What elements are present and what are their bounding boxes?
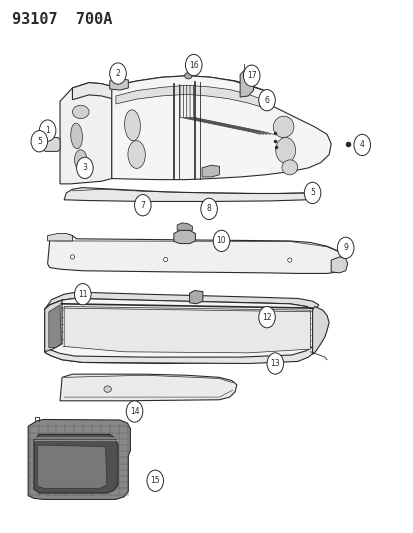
Ellipse shape [275, 138, 295, 163]
Ellipse shape [281, 160, 297, 175]
Text: 7: 7 [140, 201, 145, 209]
Text: 4: 4 [359, 141, 364, 149]
Polygon shape [45, 300, 62, 352]
Polygon shape [189, 290, 202, 304]
Polygon shape [312, 306, 328, 354]
Text: 10: 10 [216, 237, 226, 245]
Circle shape [258, 306, 275, 328]
Ellipse shape [273, 116, 293, 138]
Ellipse shape [72, 106, 89, 119]
Text: 2: 2 [115, 69, 120, 78]
Text: 15: 15 [150, 477, 160, 485]
Text: 8: 8 [206, 205, 211, 213]
Polygon shape [112, 76, 330, 180]
Ellipse shape [287, 258, 291, 262]
Polygon shape [28, 419, 130, 499]
Polygon shape [202, 165, 219, 177]
Circle shape [76, 157, 93, 179]
Text: 3: 3 [82, 164, 87, 172]
Polygon shape [47, 235, 343, 273]
Polygon shape [40, 138, 60, 151]
Ellipse shape [71, 123, 82, 149]
Text: 17: 17 [246, 71, 256, 80]
Polygon shape [116, 85, 259, 107]
Circle shape [39, 120, 56, 141]
Ellipse shape [74, 150, 87, 170]
Text: 93107  700A: 93107 700A [12, 12, 112, 27]
Circle shape [258, 90, 275, 111]
Circle shape [185, 54, 202, 76]
Text: 12: 12 [262, 313, 271, 321]
Polygon shape [60, 374, 236, 401]
Polygon shape [240, 69, 254, 97]
Ellipse shape [70, 255, 74, 259]
Ellipse shape [184, 72, 192, 79]
Circle shape [74, 284, 91, 305]
Polygon shape [45, 298, 314, 364]
Polygon shape [330, 257, 347, 273]
Polygon shape [64, 188, 318, 201]
Ellipse shape [128, 141, 145, 168]
Circle shape [243, 65, 259, 86]
Polygon shape [64, 306, 310, 353]
Polygon shape [45, 292, 318, 310]
Circle shape [353, 134, 370, 156]
Text: 14: 14 [129, 407, 139, 416]
Polygon shape [173, 230, 195, 244]
Ellipse shape [124, 110, 140, 141]
Polygon shape [34, 434, 118, 493]
Circle shape [147, 470, 163, 491]
Circle shape [200, 198, 217, 220]
Polygon shape [49, 305, 61, 348]
Circle shape [134, 195, 151, 216]
Text: 6: 6 [264, 96, 269, 104]
Polygon shape [109, 79, 128, 90]
Polygon shape [72, 76, 264, 102]
Text: 13: 13 [270, 359, 280, 368]
Polygon shape [177, 223, 192, 230]
Circle shape [126, 401, 142, 422]
Polygon shape [37, 445, 107, 488]
Text: 9: 9 [342, 244, 347, 252]
Text: 1: 1 [45, 126, 50, 135]
Ellipse shape [163, 257, 167, 262]
Polygon shape [45, 345, 314, 364]
Circle shape [109, 63, 126, 84]
Text: 5: 5 [37, 137, 42, 146]
Text: 16: 16 [188, 61, 198, 69]
Circle shape [31, 131, 47, 152]
Circle shape [213, 230, 229, 252]
Ellipse shape [104, 386, 111, 392]
Text: 5: 5 [309, 189, 314, 197]
Text: 11: 11 [78, 290, 87, 298]
Circle shape [304, 182, 320, 204]
Circle shape [266, 353, 283, 374]
Polygon shape [60, 83, 112, 184]
Circle shape [337, 237, 353, 259]
Polygon shape [47, 233, 72, 241]
